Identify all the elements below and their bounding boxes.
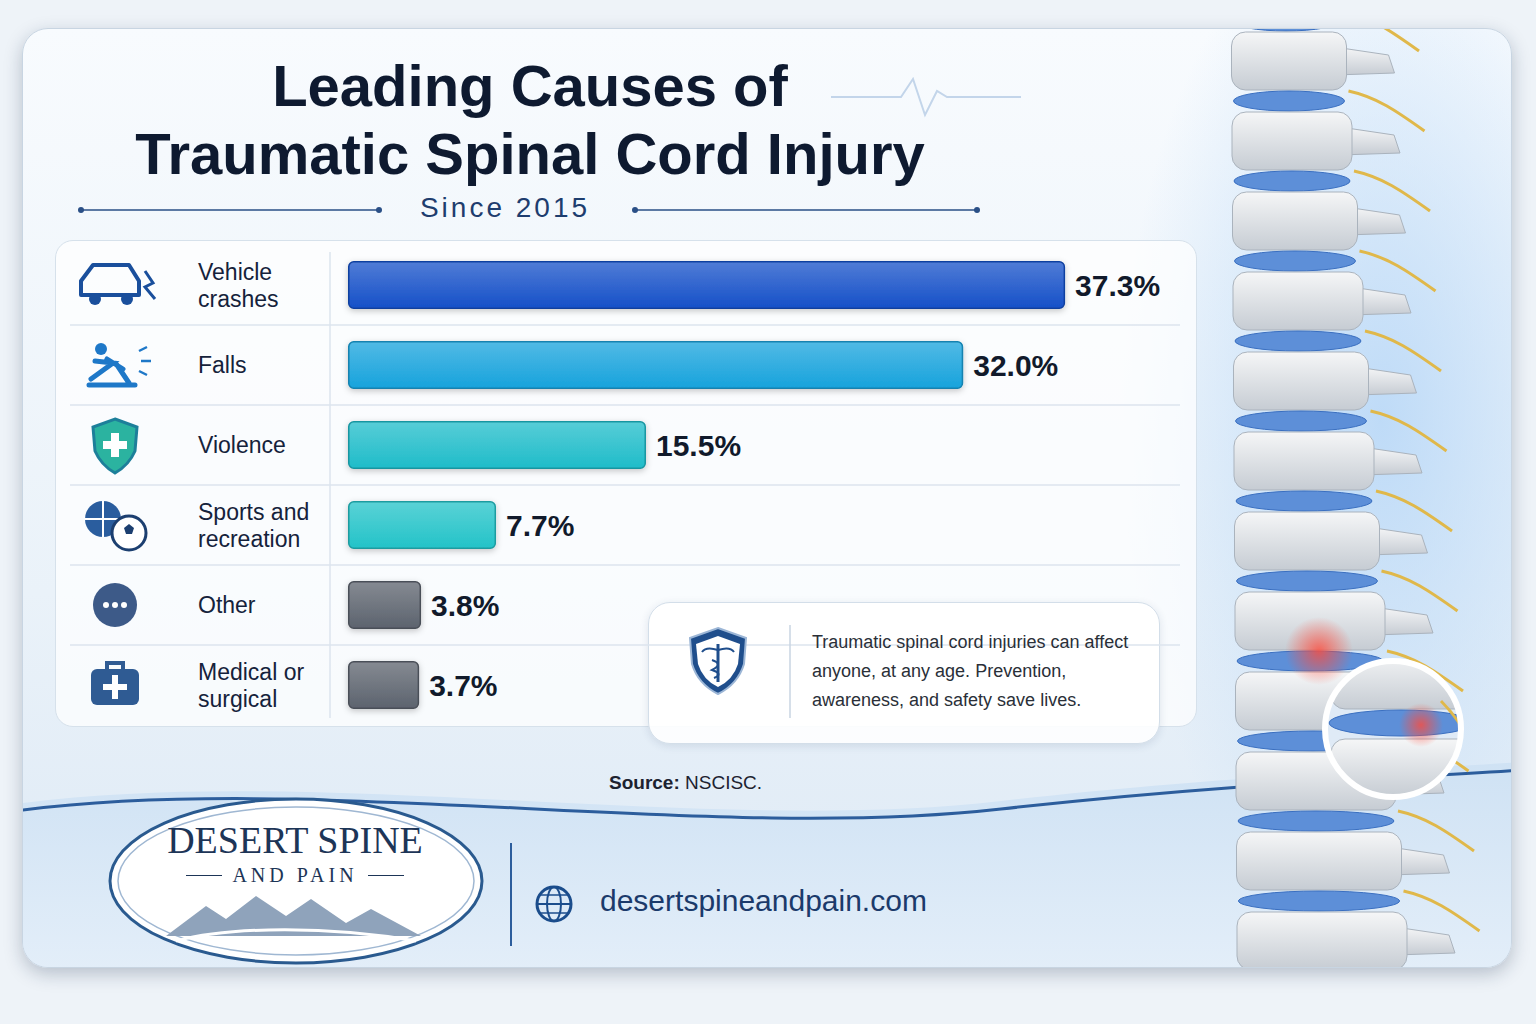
svg-text:Falls: Falls <box>198 352 247 378</box>
svg-text:Other: Other <box>198 592 256 618</box>
svg-text:3.8%: 3.8% <box>431 589 499 622</box>
html-text:Since 2015: Since 2015 <box>419 192 590 223</box>
html-text:AND PAIN: AND PAIN <box>232 864 358 886</box>
svg-text:Medical or: Medical or <box>198 659 310 685</box>
html-text:Leading Causes of Traumatic Sp: Leading Causes of Traumatic Spinal Cord … <box>135 53 925 186</box>
svg-text:surgical: surgical <box>198 686 277 712</box>
html-text:DESERT SPINE: DESERT SPINE <box>167 819 423 861</box>
svg-text:3.7%: 3.7% <box>429 669 497 702</box>
html-text:desertspineandpain.com: desertspineandpain.com <box>600 884 927 917</box>
svg-text:Vehicle: Vehicle <box>198 259 279 285</box>
svg-text:32.0%: 32.0% <box>973 349 1058 382</box>
svg-text:37.3%: 37.3% <box>1075 269 1160 302</box>
svg-text:15.5%: 15.5% <box>656 429 741 462</box>
svg-text:recreation: recreation <box>198 526 300 552</box>
svg-text:Violence: Violence <box>198 432 286 458</box>
svg-text:Sports and: Sports and <box>198 499 316 525</box>
svg-text:7.7%: 7.7% <box>506 509 574 542</box>
svg-text:crashes: crashes <box>198 286 279 312</box>
html-text:Traumatic spinal cord injuries: Traumatic spinal cord injuries can affec… <box>812 632 1129 710</box>
html-text:Source: NSCISC.: Source: NSCISC. <box>609 772 763 793</box>
